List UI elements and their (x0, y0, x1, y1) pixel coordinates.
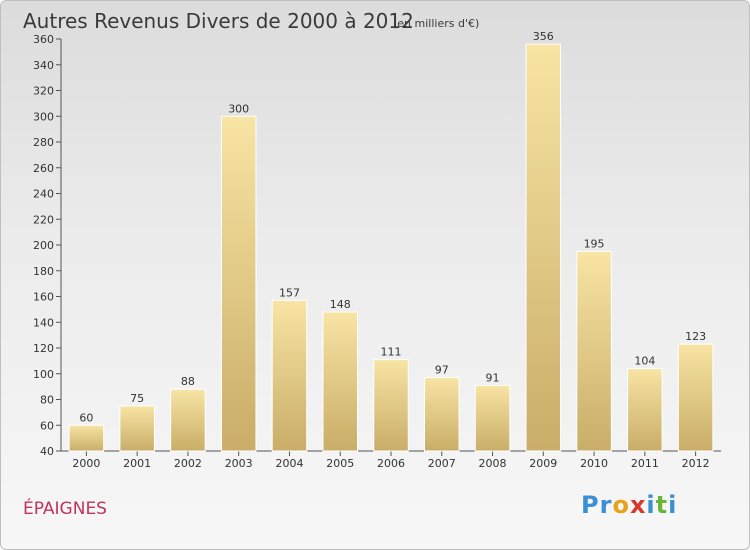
y-tick-label: 220 (33, 213, 54, 226)
proxiti-logo[interactable]: Proxiti (581, 491, 677, 519)
y-tick-label: 300 (33, 110, 54, 123)
commune-name: ÉPAIGNES (23, 499, 107, 519)
bar (677, 343, 714, 452)
y-tick-label: 40 (40, 445, 54, 458)
bar (119, 405, 155, 452)
proxiti-logo-letter: i (668, 491, 678, 519)
y-tick-label: 60 (40, 419, 54, 432)
chart-bars (68, 43, 714, 452)
bar-value-label: 97 (435, 364, 449, 377)
bar-value-label: 356 (533, 30, 554, 43)
bar-value-label: 91 (486, 371, 500, 384)
y-tick-label: 120 (33, 342, 54, 355)
chart-title: Autres Revenus Divers de 2000 à 2012 (23, 9, 414, 33)
bar-value-label: 300 (228, 102, 249, 115)
bar-value-label: 157 (279, 286, 300, 299)
bar-value-label: 75 (130, 392, 144, 405)
bar (474, 384, 511, 452)
x-tick-label: 2004 (275, 457, 303, 470)
x-tick-label: 2010 (580, 457, 608, 470)
x-tick-label: 2005 (326, 457, 354, 470)
proxiti-logo-letter: x (629, 491, 647, 519)
proxiti-logo-letter: t (655, 491, 669, 519)
bar-value-label: 123 (685, 330, 706, 343)
bar (373, 359, 409, 452)
x-tick-label: 2009 (529, 457, 557, 470)
bar-value-label: 148 (330, 298, 351, 311)
x-tick-label: 2007 (428, 457, 456, 470)
bar-value-label: 104 (634, 355, 655, 368)
bar (525, 43, 562, 452)
chart-labels: 60 2000 75 2001 88 2002 300 2003 157 2004 148 2005 1… (72, 30, 709, 470)
x-tick-label: 2002 (174, 457, 202, 470)
y-tick-label: 280 (33, 136, 54, 149)
bar-value-label: 195 (584, 237, 605, 250)
y-tick-label: 80 (40, 394, 54, 407)
bar (170, 388, 206, 452)
chart-axes: 40 60 80 100 120 140 160 180 200 220 240 260 280 300 3… (33, 33, 721, 458)
bar (68, 424, 105, 452)
x-tick-label: 2001 (123, 457, 151, 470)
bar-value-label: 88 (181, 375, 195, 388)
x-tick-label: 2008 (479, 457, 507, 470)
x-tick-label: 2011 (631, 457, 659, 470)
y-tick-label: 160 (33, 291, 54, 304)
proxiti-logo-letter: r (599, 491, 613, 519)
y-tick-label: 140 (33, 316, 54, 329)
y-tick-label: 200 (33, 239, 54, 252)
chart-subtitle: (en milliers d'€) (393, 17, 480, 30)
bar (424, 377, 460, 452)
proxiti-logo-letter: o (612, 491, 630, 519)
x-tick-label: 2006 (377, 457, 405, 470)
y-tick-label: 360 (33, 33, 54, 46)
y-tick-label: 240 (33, 188, 54, 201)
x-tick-label: 2012 (682, 457, 710, 470)
bar (627, 368, 663, 452)
bar (220, 115, 257, 452)
y-tick-label: 260 (33, 162, 54, 175)
y-tick-label: 340 (33, 59, 54, 72)
bar (322, 311, 358, 452)
bar-value-label: 60 (79, 411, 93, 424)
bar (576, 250, 612, 452)
bar (271, 299, 308, 452)
proxiti-logo-letter: P (581, 491, 600, 519)
x-tick-label: 2000 (72, 457, 100, 470)
x-tick-label: 2003 (225, 457, 253, 470)
y-tick-label: 100 (33, 368, 54, 381)
proxiti-logo-letter: i (646, 491, 656, 519)
y-tick-label: 320 (33, 85, 54, 98)
y-tick-label: 180 (33, 265, 54, 278)
bar-value-label: 111 (381, 346, 402, 359)
